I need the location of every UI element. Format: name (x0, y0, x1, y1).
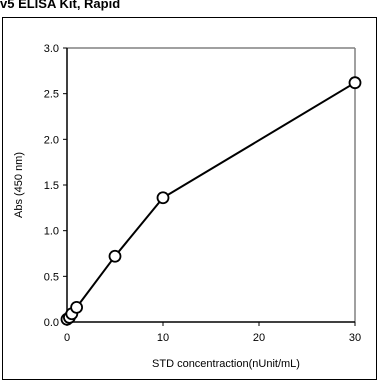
x-tick-label: 0 (64, 332, 70, 344)
figure-border (2, 17, 377, 380)
data-point (156, 191, 170, 205)
axes-layer (63, 47, 356, 326)
x-tick-label: 30 (349, 332, 361, 344)
page-title: v5 ELISA Kit, Rapid (0, 0, 121, 11)
x-tick-label: 20 (253, 332, 265, 344)
y-tick-label: 0.0 (44, 317, 59, 329)
y-tick-label: 1.5 (44, 180, 59, 192)
data-point (348, 76, 362, 90)
y-tick-label: 3.0 (44, 43, 59, 55)
y-tick-label: 2.0 (44, 134, 59, 146)
data-point (108, 249, 122, 263)
x-tick-label: 10 (157, 332, 169, 344)
y-axis-label: Abs (450 nm) (13, 152, 25, 218)
series-line (66, 81, 356, 321)
y-tick-label: 1.0 (44, 226, 59, 238)
series-layer (60, 76, 362, 326)
y-tick-label: 2.5 (44, 89, 59, 101)
y-tick-label: 0.5 (44, 271, 59, 283)
x-axis-label: STD concentraction(nUnit/mL) (152, 358, 300, 370)
data-point (70, 300, 83, 314)
labels-layer: 0.0 0.5 1.0 1.5 2.0 2.5 3.0 0 10 20 30 STD concentr… (13, 43, 361, 370)
